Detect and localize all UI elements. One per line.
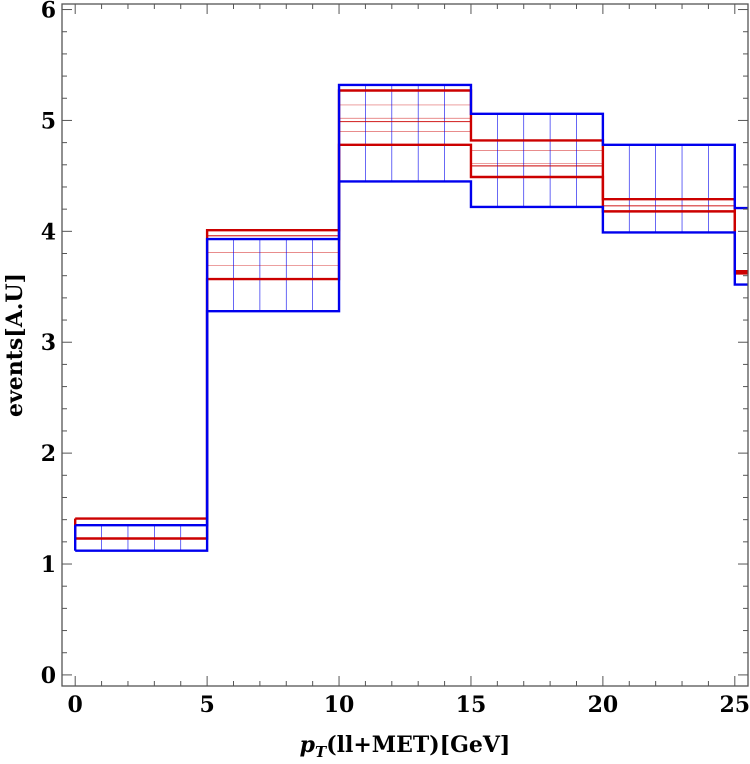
blue-band-lower-edge (75, 180, 748, 552)
y-tick-label: 5 (41, 108, 56, 134)
blue-band-upper-edge (75, 83, 748, 527)
x-tick-label: 15 (456, 692, 487, 718)
x-tick-label: 10 (324, 692, 355, 718)
x-tick-label: 5 (199, 692, 214, 718)
y-tick-label: 0 (41, 663, 56, 689)
red-band-lower-edge (75, 143, 748, 540)
y-tick-label: 2 (41, 441, 56, 467)
x-tick-label: 25 (719, 692, 750, 718)
hatch-layer (75, 84, 709, 551)
x-axis-title-rest: (ll+MET)[GeV] (326, 732, 510, 758)
y-tick-label: 3 (41, 330, 56, 356)
red-band-upper-edge (75, 89, 748, 520)
x-axis-title-var: p (300, 732, 316, 758)
y-tick-label: 1 (41, 552, 56, 578)
band-lines (73, 83, 748, 552)
y-tick-label: 6 (41, 0, 56, 24)
axis-ticks (62, 4, 748, 686)
x-axis-title-sub: T (315, 743, 328, 761)
x-tick-label: 20 (588, 692, 619, 718)
plot-frame (61, 3, 749, 687)
y-axis-title: events[A.U] (2, 273, 28, 417)
y-tick-label: 4 (41, 219, 56, 245)
x-axis-title: pT(ll+MET)[GeV] (300, 732, 511, 761)
x-tick-label: 0 (68, 692, 83, 718)
red-band-inner-edge (207, 120, 735, 237)
tick-labels: 0 5 10 15 20 25 0 1 2 3 4 5 6 (41, 0, 750, 718)
